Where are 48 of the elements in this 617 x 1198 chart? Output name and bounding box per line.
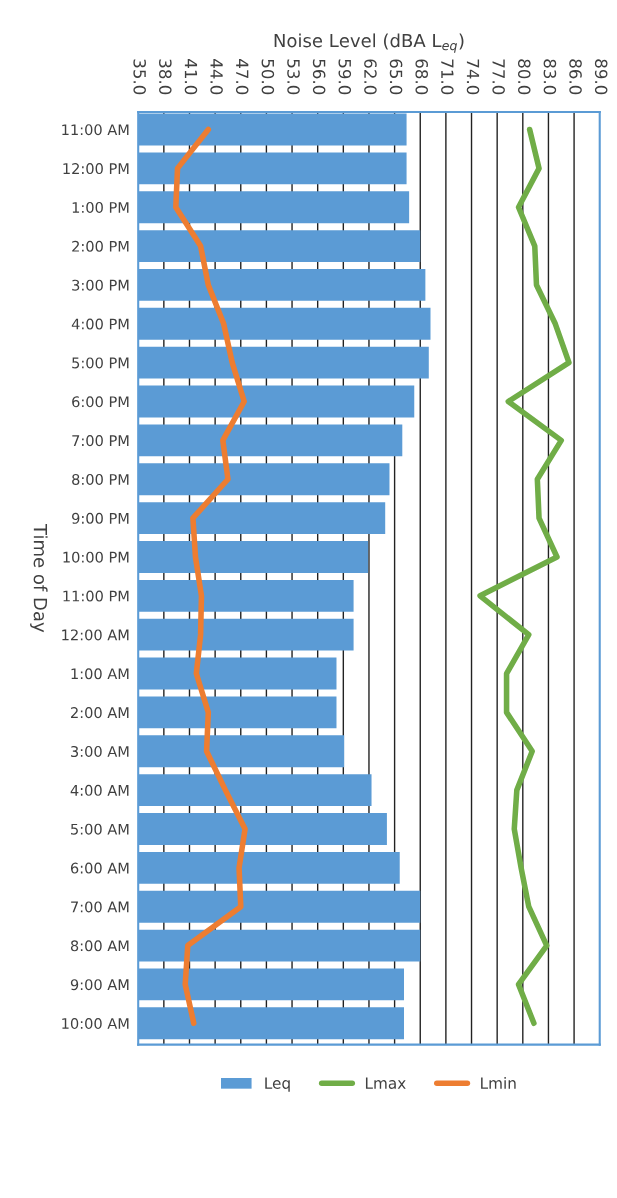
x-tick-label: 56.0 xyxy=(312,59,326,95)
legend-label: Lmin xyxy=(481,1077,516,1089)
x-tick-label: 41.0 xyxy=(184,59,198,95)
x-tick-label: 50.0 xyxy=(261,59,275,95)
y-tick-label: 4:00 AM xyxy=(70,784,129,796)
y-tick-label: 6:00 AM xyxy=(70,862,129,874)
x-tick-label: 74.0 xyxy=(466,59,480,95)
y-tick-label: 11:00 AM xyxy=(62,124,129,136)
y-tick-label: 2:00 AM xyxy=(71,707,129,719)
y-tick-label: 9:00 AM xyxy=(70,979,129,991)
x-tick-label: 62.0 xyxy=(364,59,377,95)
y-tick-label: 3:00 AM xyxy=(71,745,129,758)
y-tick-label: 7:00 AM xyxy=(71,901,129,913)
y-tick-label: 9:00 PM xyxy=(72,512,129,524)
x-tick-label: 65.0 xyxy=(389,59,403,95)
y-tick-label: 12:00 AM xyxy=(62,629,129,641)
legend-label: Lmax xyxy=(365,1077,406,1089)
x-tick-label: 89.0 xyxy=(594,59,608,95)
x-tick-label: 68.0 xyxy=(415,59,429,95)
x-tick-label: 35.0 xyxy=(133,59,146,95)
y-tick-label: 12:00 PM xyxy=(63,163,129,175)
x-tick-label: 44.0 xyxy=(210,59,223,95)
x-tick-label: 47.0 xyxy=(235,59,249,95)
x-tick-label: 53.0 xyxy=(287,59,300,95)
x-tick-label: 86.0 xyxy=(569,59,582,95)
y-tick-label: 11:00 PM xyxy=(63,590,129,602)
y-tick-label: 10:00 PM xyxy=(63,551,129,563)
y-tick-label: 3:00 PM xyxy=(72,279,129,291)
y-tick-label: 5:00 PM xyxy=(72,357,129,369)
x-tick-label: 71.0 xyxy=(441,59,454,95)
y-axis-title: Time of Day xyxy=(30,523,48,633)
y-tick-label: 8:00 AM xyxy=(70,940,129,952)
y-tick-label: 4:00 PM xyxy=(71,318,129,330)
y-tick-label: 2:00 PM xyxy=(72,240,129,252)
y-tick-label: 1:00 AM xyxy=(71,668,129,680)
x-tick-label: 80.0 xyxy=(517,59,531,95)
x-tick-label: 83.0 xyxy=(543,59,557,95)
y-tick-label: 7:00 PM xyxy=(72,435,129,447)
y-tick-label: 10:00 AM xyxy=(62,1018,129,1030)
x-tick-label: 77.0 xyxy=(492,59,505,95)
y-tick-label: 1:00 PM xyxy=(72,201,129,213)
legend-label: Leq xyxy=(265,1077,290,1092)
y-tick-label: 5:00 AM xyxy=(71,823,129,835)
y-tick-label: 8:00 PM xyxy=(72,473,129,485)
x-tick-label: 59.0 xyxy=(338,59,352,95)
x-axis-title: Noise Level (dBA L$_{eq}$) xyxy=(274,33,464,53)
y-tick-label: 6:00 PM xyxy=(72,396,129,408)
x-tick-label: 38.0 xyxy=(159,59,172,95)
